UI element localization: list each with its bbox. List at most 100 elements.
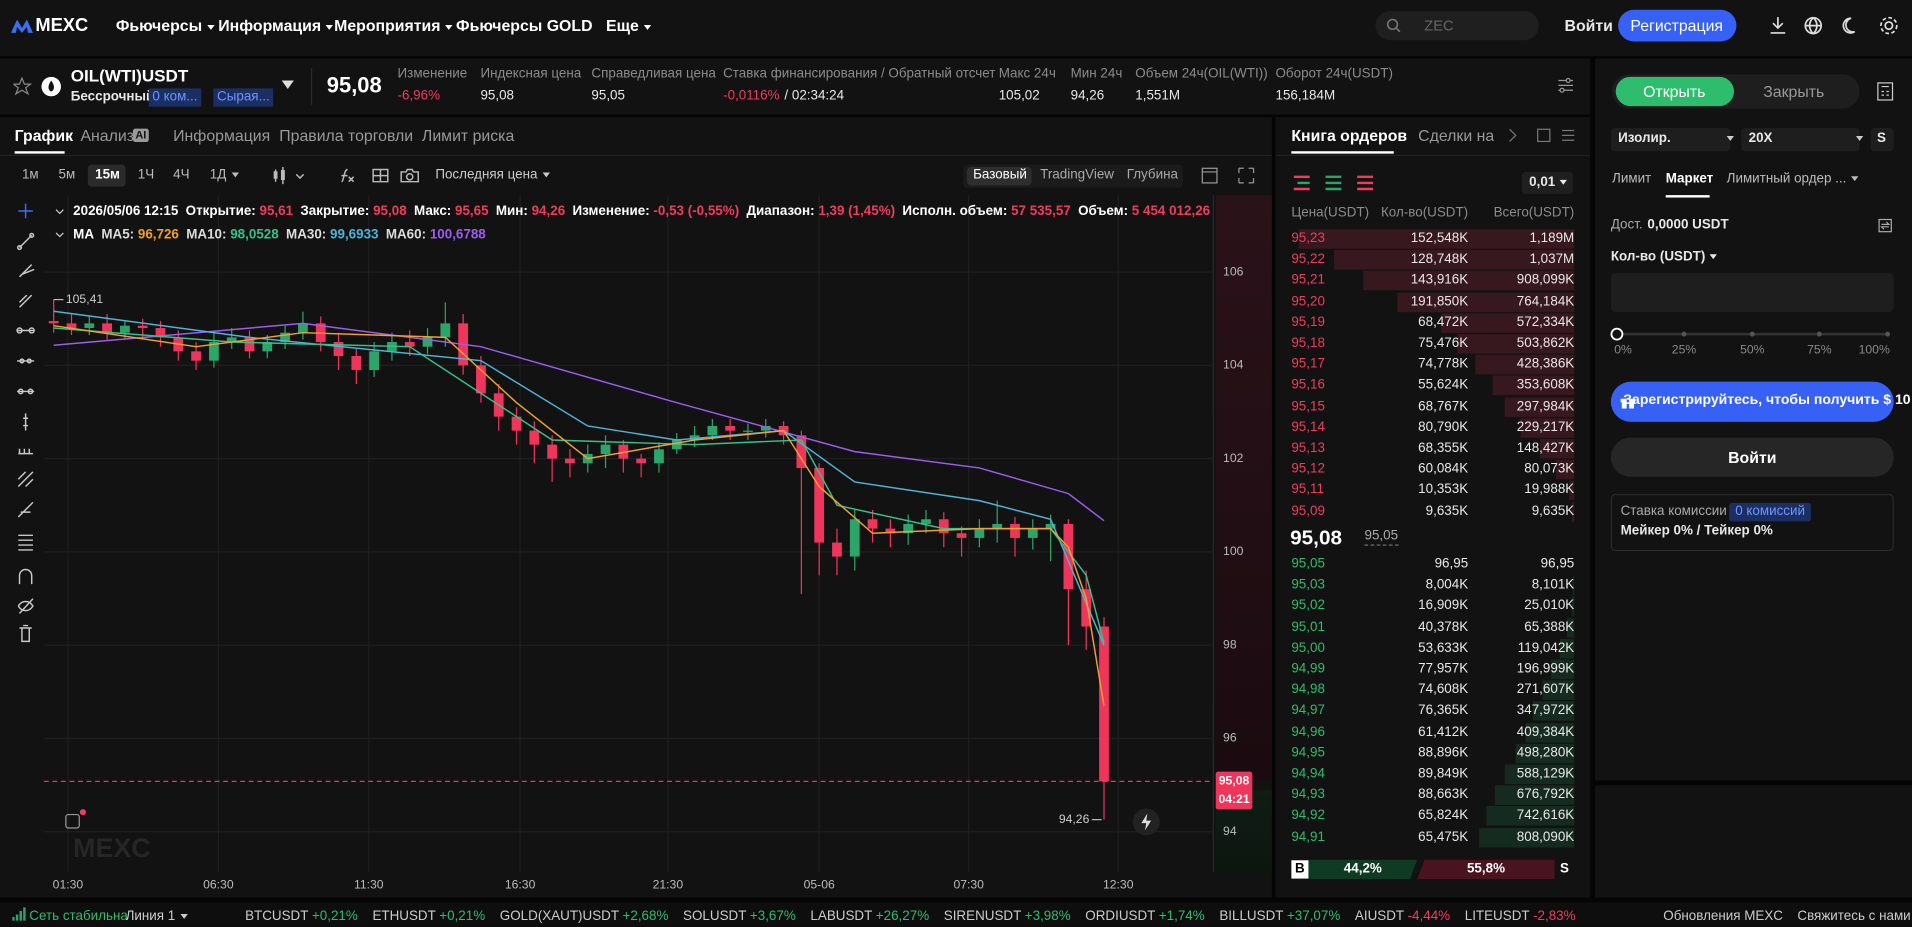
qty-slider[interactable]	[1610, 327, 1898, 342]
ob-price[interactable]: 95,03	[1291, 577, 1325, 593]
ob-price[interactable]: 95,20	[1291, 293, 1325, 309]
order-type[interactable]: Лимит	[1612, 171, 1652, 186]
login-button[interactable]	[1610, 437, 1894, 477]
interval[interactable]: 1Ч	[137, 167, 155, 183]
ob-price[interactable]: 95,17	[1291, 356, 1325, 372]
ob-price[interactable]: 95,16	[1291, 377, 1325, 393]
ob-price[interactable]: 95,13	[1291, 440, 1325, 456]
ticker-item[interactable]: SIRENUSDT +3,98%	[944, 910, 1071, 923]
open-tab-bg[interactable]	[1615, 76, 1734, 107]
ob-price[interactable]: 95,19	[1291, 314, 1325, 330]
ob-price[interactable]: 94,99	[1291, 661, 1325, 677]
symbol-dropdown[interactable]	[281, 80, 294, 90]
ob-price[interactable]: 95,02	[1291, 598, 1325, 614]
nav-menu-item[interactable]: Мероприятия	[334, 18, 453, 34]
nav-menu-item[interactable]: Еще	[606, 18, 651, 34]
ob-price[interactable]: 95,23	[1291, 231, 1325, 246]
search-box[interactable]	[1375, 10, 1539, 41]
ticker-item[interactable]: SOLUSDT +3,67%	[683, 910, 796, 923]
ob-price[interactable]: 94,97	[1291, 703, 1325, 719]
ob-price[interactable]: 95,09	[1291, 503, 1325, 519]
ticker-item[interactable]: LITEUSDT -2,83%	[1465, 910, 1576, 923]
interval[interactable]: 1м	[21, 167, 39, 183]
interval[interactable]: 5м	[58, 167, 76, 183]
chart-tab[interactable]: График	[14, 126, 74, 145]
login-link[interactable]: Войти	[1564, 16, 1613, 35]
ob-price[interactable]: 94,96	[1291, 724, 1325, 740]
ticker-item[interactable]: AIUSDT -4,44%	[1355, 910, 1450, 923]
chart-menu-icon[interactable]	[59, 807, 88, 834]
view-option[interactable]: Базовый	[973, 167, 1027, 183]
ticker-item[interactable]: BTCUSDT +0,21%	[245, 910, 358, 923]
ticker-change: -2,83%	[1533, 910, 1576, 924]
ticker-name: BILLUSDT	[1219, 910, 1284, 924]
contact-link[interactable]: Свяжитесь с нами	[1797, 909, 1911, 924]
ob-price[interactable]: 95,00	[1291, 640, 1325, 656]
ob-price[interactable]: 95,12	[1291, 461, 1325, 477]
order-type[interactable]: Маркет	[1665, 171, 1714, 186]
calc-icon[interactable]	[1877, 82, 1894, 102]
depth-bar	[1441, 313, 1575, 333]
ob-price[interactable]: 94,91	[1291, 829, 1325, 844]
nav-menu-item[interactable]: Информация	[218, 18, 333, 34]
price-source[interactable]: Последняя цена	[435, 168, 549, 182]
chart-tab[interactable]: Анализ	[80, 126, 135, 145]
collapse-caret[interactable]	[55, 209, 64, 215]
footer-bar	[0, 902, 1912, 927]
symbol[interactable]: OIL(WTI)USDT	[70, 65, 189, 86]
ob-price[interactable]: 95,18	[1291, 335, 1325, 351]
stat-label: Оборот 24ч(USDT)	[1275, 66, 1393, 82]
nav-menu-item[interactable]: Фьючерсы	[116, 18, 214, 34]
ob-tab[interactable]: Книга ордеров	[1291, 126, 1408, 145]
order-type[interactable]: Лимитный ордер ...	[1727, 172, 1859, 186]
ob-tab[interactable]: Сделки на р	[1418, 127, 1494, 144]
transfer-icon[interactable]	[1878, 218, 1893, 233]
ob-price[interactable]: 95,01	[1291, 619, 1325, 635]
interval[interactable]: 15м	[95, 167, 120, 183]
ob-qty: 191,850K	[1410, 293, 1469, 309]
ob-qty: 88,896K	[1418, 745, 1469, 761]
ob-view-icons[interactable]	[1293, 174, 1381, 191]
chart-tab[interactable]: Информация	[173, 126, 271, 145]
ticker-item[interactable]: GOLD(XAUT)USDT +2,68%	[500, 910, 669, 923]
chart-tab[interactable]: Правила торговли	[279, 126, 414, 145]
ob-price[interactable]: 94,94	[1291, 766, 1325, 782]
ob-step[interactable]: 0,01	[1529, 176, 1567, 189]
collapse-caret[interactable]	[55, 232, 64, 238]
mode-select[interactable]	[1870, 128, 1894, 152]
leverage-select[interactable]	[1741, 128, 1860, 152]
register-button[interactable]	[1618, 9, 1737, 42]
view-option[interactable]: TradingView	[1040, 167, 1114, 183]
fee-badge[interactable]: 0 комиссий	[1729, 503, 1812, 522]
interval[interactable]: 4Ч	[173, 167, 190, 183]
updates-link[interactable]: Обновления MEXC	[1663, 909, 1784, 924]
ob-price[interactable]: 95,14	[1291, 419, 1325, 435]
chart-tab[interactable]: Лимит риска	[421, 126, 515, 145]
quick-trade-button[interactable]	[1132, 807, 1161, 836]
trade-tab[interactable]: Закрыть	[1763, 82, 1825, 101]
line-select[interactable]: Линия 1	[126, 910, 188, 923]
ticker-item[interactable]: LABUSDT +26,27%	[810, 910, 929, 923]
ob-price[interactable]: 95,21	[1291, 273, 1325, 288]
ticker-item[interactable]: BILLUSDT +37,07%	[1219, 910, 1340, 923]
margin-select[interactable]	[1610, 128, 1731, 152]
nav-menu-item[interactable]: Фьючерсы GOLD	[456, 16, 593, 35]
ob-price[interactable]: 94,98	[1291, 682, 1325, 698]
ob-price[interactable]: 95,11	[1291, 482, 1324, 498]
ticker-item[interactable]: ETHUSDT +0,21%	[372, 910, 485, 923]
settings-icon[interactable]	[1557, 77, 1574, 94]
ob-price[interactable]: 94,92	[1291, 808, 1325, 823]
promo-button[interactable]	[1610, 381, 1894, 422]
ob-price[interactable]: 94,93	[1291, 787, 1325, 802]
ob-price[interactable]: 94,95	[1291, 745, 1325, 761]
last-price: 95,08	[326, 73, 382, 98]
qty-input[interactable]	[1610, 273, 1894, 313]
candle-body	[84, 323, 95, 329]
ob-price[interactable]: 95,22	[1291, 252, 1325, 267]
ob-price[interactable]: 95,05	[1291, 556, 1325, 572]
interval[interactable]: 1Д	[210, 168, 239, 182]
view-option[interactable]: Глубина	[1126, 167, 1178, 183]
ticker-item[interactable]: ORDIUSDT +1,74%	[1085, 910, 1204, 923]
trade-tab[interactable]: Открыть	[1643, 82, 1706, 101]
ob-price[interactable]: 95,15	[1291, 398, 1325, 414]
